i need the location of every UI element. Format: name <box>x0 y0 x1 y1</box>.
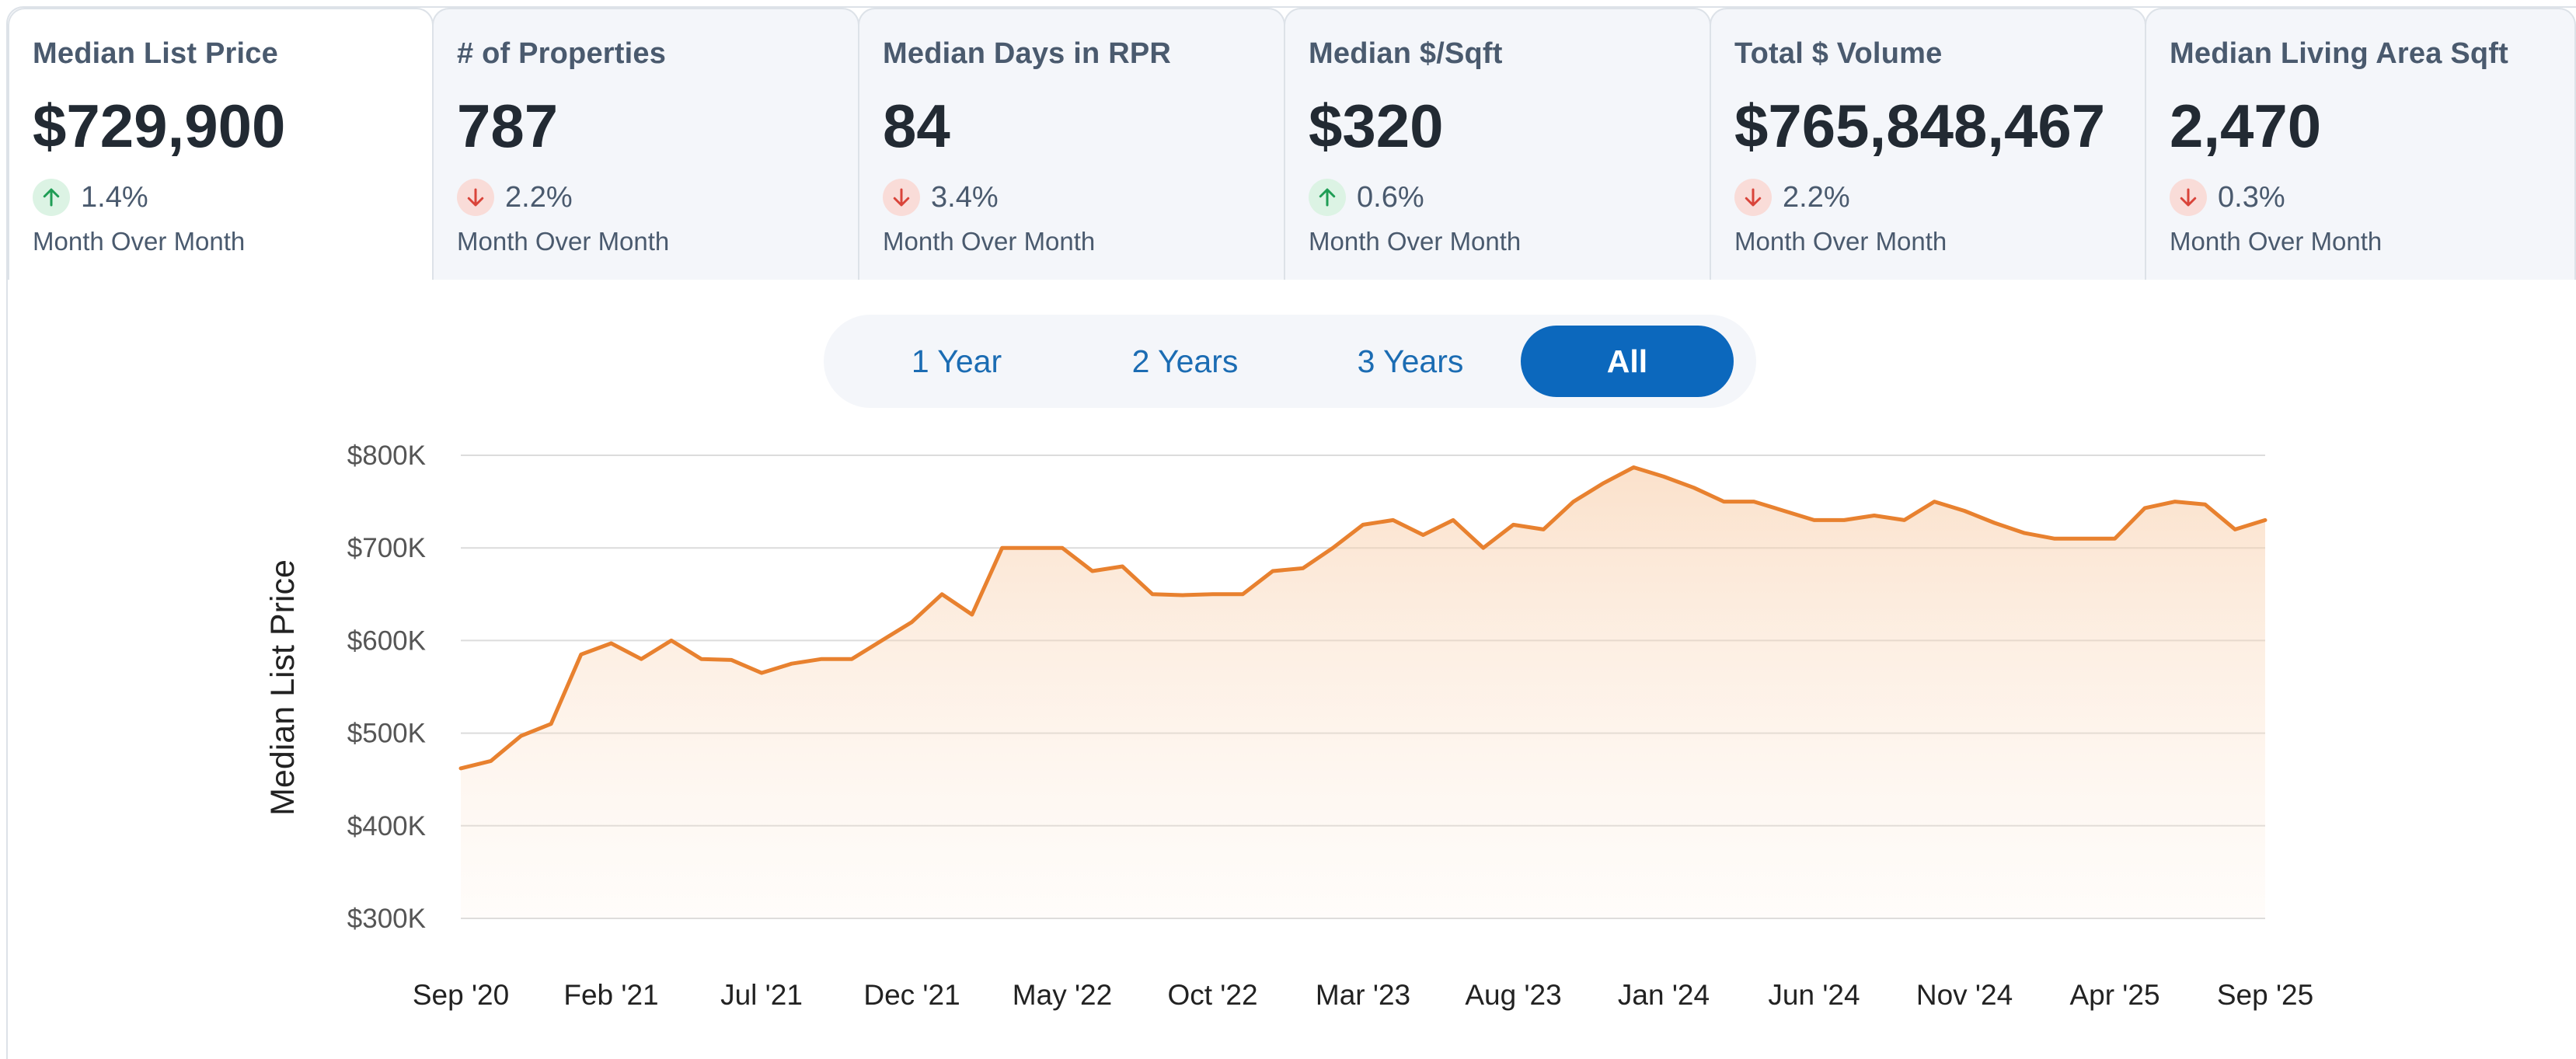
tab-median-living-area-sqft[interactable]: Median Living Area Sqft 2,470 0.3% Month… <box>2145 8 2576 280</box>
tab-title: # of Properties <box>457 37 667 70</box>
tab-median-price-per-sqft[interactable]: Median $/Sqft $320 0.6% Month Over Month <box>1284 8 1711 280</box>
change-percent: 0.3% <box>2218 180 2285 214</box>
change-caption: Month Over Month <box>1734 227 1947 256</box>
y-tick-label: $300K <box>347 904 426 934</box>
change-caption: Month Over Month <box>457 227 670 256</box>
tab-change: 2.2% <box>1734 179 2145 216</box>
x-tick-label: Jun '24 <box>1768 979 1860 1011</box>
tab-title: Median Living Area Sqft <box>2170 37 2509 70</box>
change-caption: Month Over Month <box>1309 227 1522 256</box>
x-tick-label: Jul '21 <box>720 979 803 1011</box>
y-tick-label: $400K <box>347 811 426 841</box>
chart-panel <box>6 6 2576 1059</box>
tab-title: Median $/Sqft <box>1309 37 1503 70</box>
x-tick-label: Nov '24 <box>1916 979 2013 1011</box>
tab-change: 2.2% <box>457 179 858 216</box>
arrow-down-icon <box>1734 179 1772 216</box>
range-1-year-button[interactable]: 1 Year <box>911 343 1002 379</box>
median-list-price-chart: $300K $400K $500K $600K $700K $800K Median Li… <box>264 441 2313 1011</box>
tab-title: Median List Price <box>33 37 278 70</box>
tab-value: 2,470 <box>2170 92 2322 160</box>
change-percent: 0.6% <box>1357 180 1424 214</box>
tab-value: $729,900 <box>33 92 286 160</box>
tab-change: 0.3% <box>2170 179 2574 216</box>
range-3-years-button[interactable]: 3 Years <box>1357 343 1464 379</box>
range-all-button[interactable]: All <box>1521 326 1734 397</box>
y-tick-label: $700K <box>347 533 426 563</box>
tab-change: 0.6% <box>1309 179 1710 216</box>
x-axis: Sep '20 Feb '21 Jul '21 Dec '21 May '22 Oct '… <box>413 979 2313 1011</box>
arrow-up-icon <box>33 179 70 216</box>
change-percent: 1.4% <box>81 180 148 214</box>
tab-median-list-price[interactable]: Median List Price $729,900 1.4% Month Ov… <box>8 8 434 280</box>
x-tick-label: Oct '22 <box>1167 979 1257 1011</box>
y-axis-label: Median List Price <box>264 559 302 816</box>
metric-tabs: Median List Price $729,900 1.4% Month Ov… <box>8 8 2576 280</box>
change-percent: 2.2% <box>1783 180 1850 214</box>
tab-median-days-in-rpr[interactable]: Median Days in RPR 84 3.4% Month Over Mo… <box>858 8 1285 280</box>
range-2-years-button[interactable]: 2 Years <box>1131 343 1239 379</box>
tab-total-volume[interactable]: Total $ Volume $765,848,467 2.2% Month O… <box>1710 8 2146 280</box>
tab-value: $765,848,467 <box>1734 92 2106 160</box>
change-percent: 3.4% <box>931 180 999 214</box>
arrow-down-icon <box>883 179 920 216</box>
tab-value: 84 <box>883 92 950 160</box>
arrow-up-icon <box>1309 179 1346 216</box>
arrow-down-icon <box>2170 179 2207 216</box>
y-axis: $300K $400K $500K $600K $700K $800K <box>347 441 426 934</box>
x-tick-label: Aug '23 <box>1465 979 1561 1011</box>
y-tick-label: $800K <box>347 441 426 471</box>
tab-value: 787 <box>457 92 559 160</box>
x-tick-label: Mar '23 <box>1316 979 1410 1011</box>
x-tick-label: Sep '20 <box>413 979 509 1011</box>
change-caption: Month Over Month <box>2170 227 2383 256</box>
time-range-selector: 1 Year 2 Years 3 Years All <box>824 315 1756 408</box>
x-tick-label: Sep '25 <box>2217 979 2313 1011</box>
change-percent: 2.2% <box>505 180 573 214</box>
series-area <box>461 467 2265 918</box>
y-tick-label: $600K <box>347 625 426 656</box>
change-caption: Month Over Month <box>883 227 1096 256</box>
tab-title: Median Days in RPR <box>883 37 1172 70</box>
x-tick-label: Apr '25 <box>2069 979 2159 1011</box>
tab-value: $320 <box>1309 92 1444 160</box>
y-tick-label: $500K <box>347 719 426 749</box>
x-tick-label: Feb '21 <box>563 979 658 1011</box>
tab-change: 1.4% <box>33 179 432 216</box>
x-tick-label: Dec '21 <box>863 979 960 1011</box>
tab-number-of-properties[interactable]: # of Properties 787 2.2% Month Over Mont… <box>432 8 859 280</box>
change-caption: Month Over Month <box>33 227 246 256</box>
tab-title: Total $ Volume <box>1734 37 1943 70</box>
series-line <box>458 465 2268 771</box>
arrow-down-icon <box>457 179 494 216</box>
tab-change: 3.4% <box>883 179 1284 216</box>
x-tick-label: May '22 <box>1013 979 1112 1011</box>
x-tick-label: Jan '24 <box>1618 979 1710 1011</box>
